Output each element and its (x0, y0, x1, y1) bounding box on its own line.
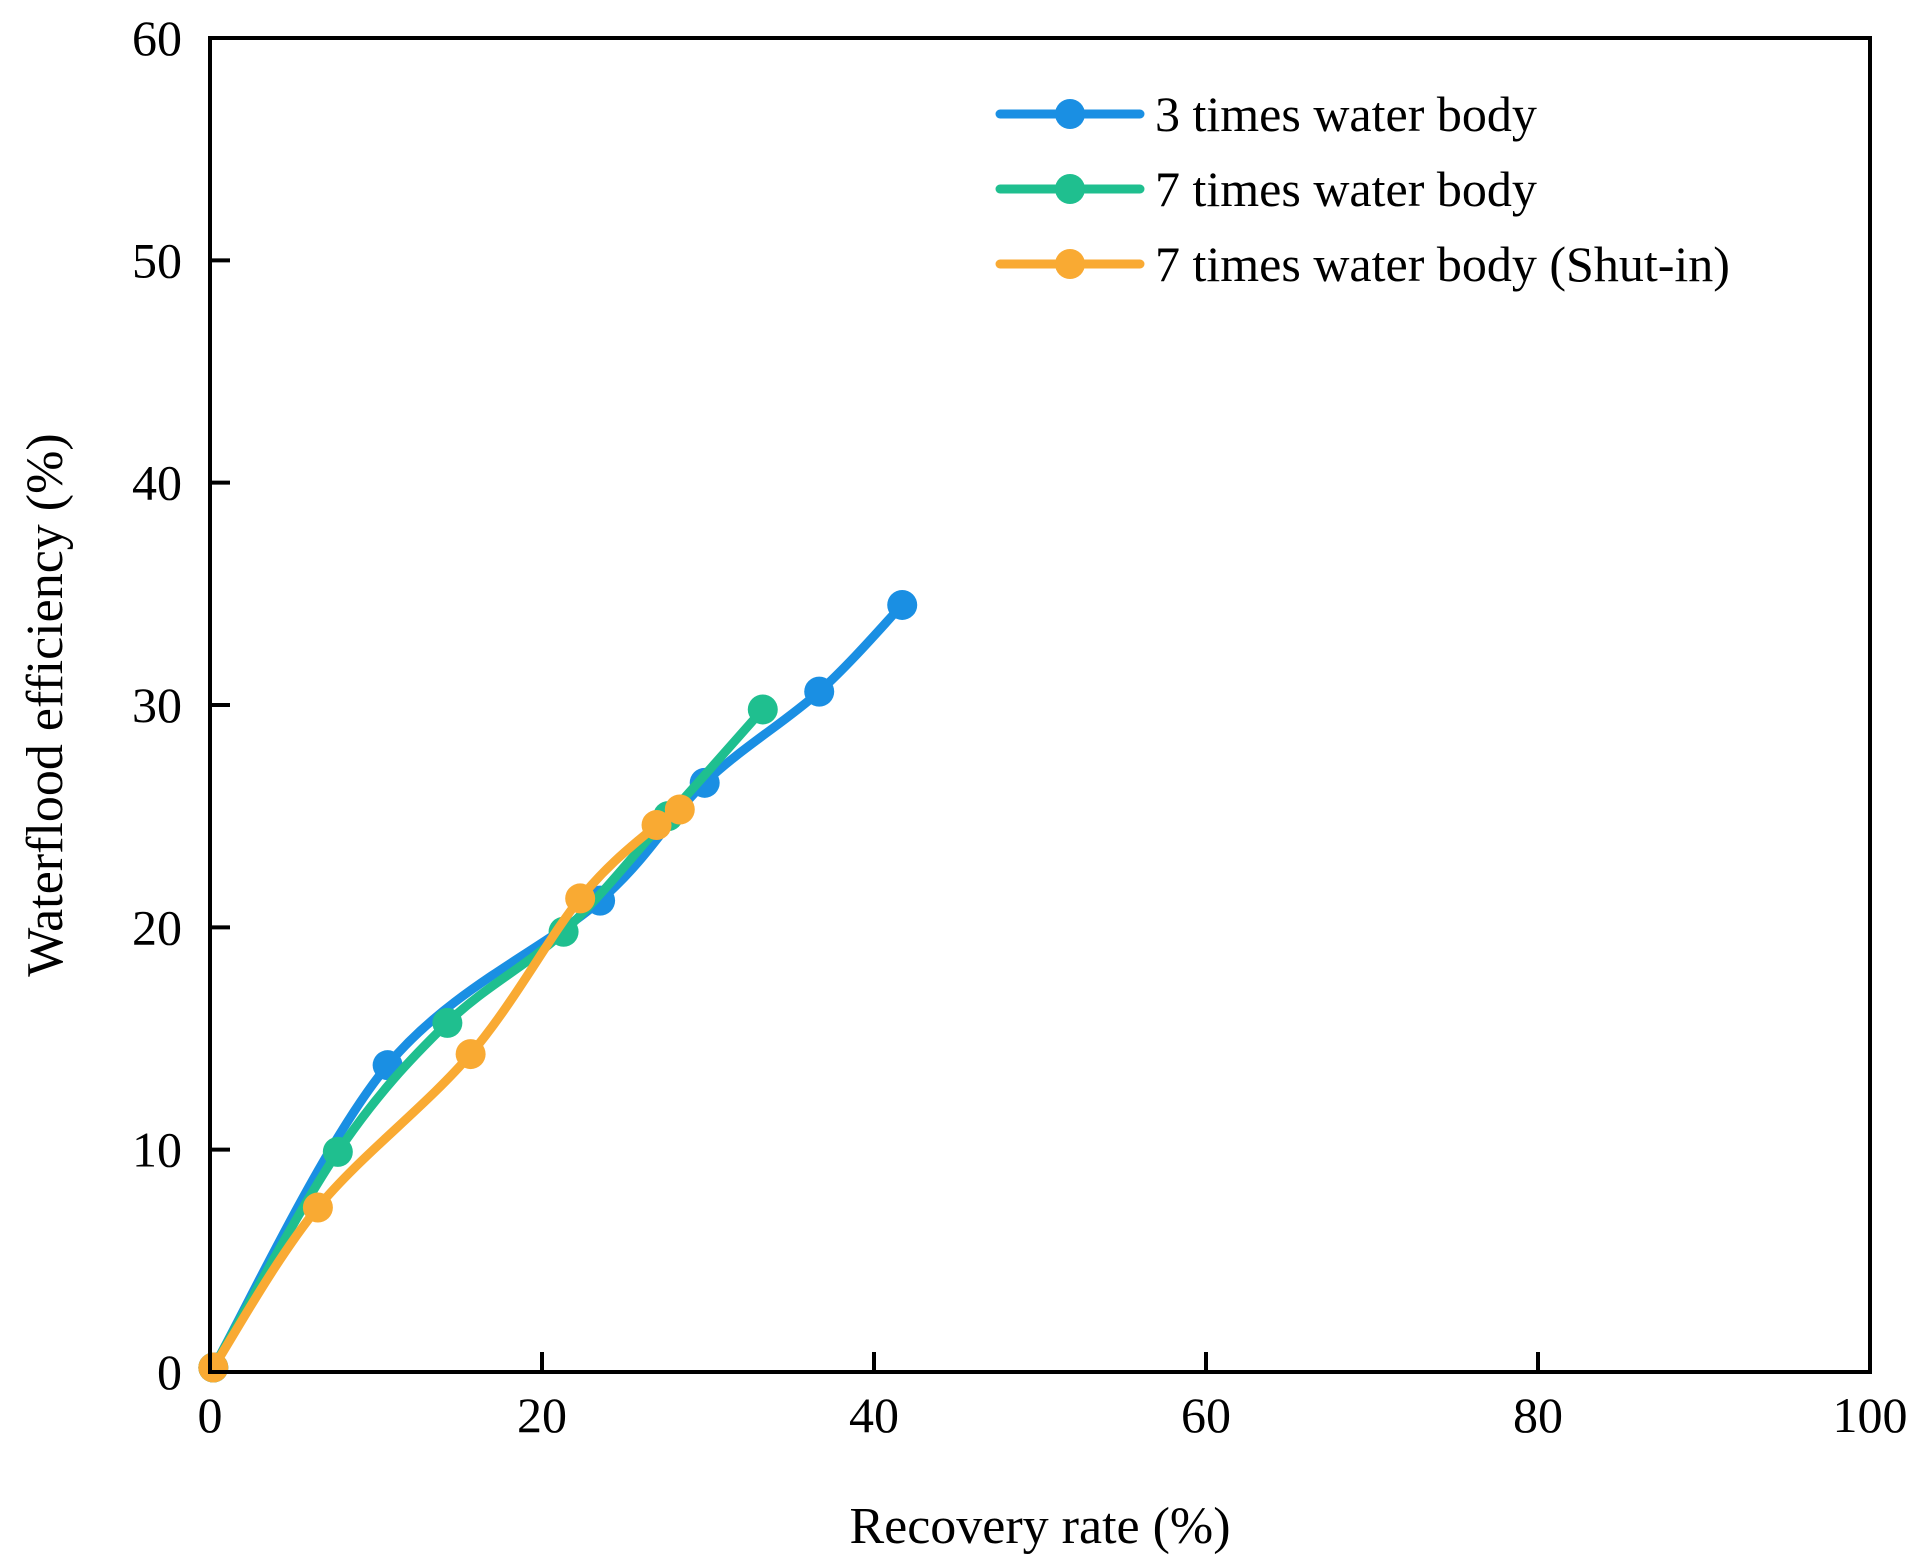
legend-label: 3 times water body (1155, 86, 1537, 142)
series-1-point-6 (887, 589, 918, 620)
legend-swatch-marker (1055, 249, 1085, 279)
y-axis-title: Waterflood efficiency (%) (17, 433, 74, 976)
series-layer (198, 589, 918, 1383)
y-tick-label: 10 (132, 1122, 182, 1178)
series-3 (198, 794, 695, 1383)
series-3-point-6 (664, 794, 695, 825)
y-tick-label: 30 (132, 677, 182, 733)
series-3-point-2 (302, 1192, 333, 1223)
y-tick-label: 20 (132, 899, 182, 955)
legend-entry-1: 3 times water body (995, 86, 1537, 142)
x-tick-label: 100 (1833, 1387, 1908, 1443)
legend: 3 times water body 7 times water body 7 ti… (995, 86, 1730, 292)
x-axis-title: Recovery rate (%) (849, 1498, 1230, 1555)
y-tick-label: 60 (132, 10, 182, 66)
y-tick-label: 40 (132, 455, 182, 511)
series-2-point-6 (747, 694, 778, 725)
x-tick-label: 80 (1513, 1387, 1563, 1443)
x-tick-label: 40 (849, 1387, 899, 1443)
legend-label: 7 times water body (Shut-in) (1155, 236, 1730, 292)
x-tick-label: 0 (198, 1387, 223, 1443)
axes-layer: 0 20 40 60 80 100 0 10 20 30 40 50 60 Recovery rate (… (17, 10, 1908, 1555)
y-tick-label: 0 (157, 1344, 182, 1400)
series-3-point-3 (455, 1039, 486, 1070)
legend-swatch-marker (1055, 174, 1085, 204)
series-3-point-1 (198, 1352, 229, 1383)
x-tick-label: 60 (1181, 1387, 1231, 1443)
series-2-point-2 (322, 1136, 353, 1167)
legend-entry-3: 7 times water body (Shut-in) (995, 236, 1730, 292)
legend-label: 7 times water body (1155, 161, 1537, 217)
y-tick-label: 50 (132, 232, 182, 288)
series-3-point-5 (641, 810, 672, 841)
series-1-point-5 (804, 676, 835, 707)
series-2-point-3 (432, 1007, 463, 1038)
legend-entry-2: 7 times water body (995, 161, 1537, 217)
x-tick-label: 20 (517, 1387, 567, 1443)
legend-swatch-marker (1055, 99, 1085, 129)
series-3-point-4 (565, 883, 596, 914)
